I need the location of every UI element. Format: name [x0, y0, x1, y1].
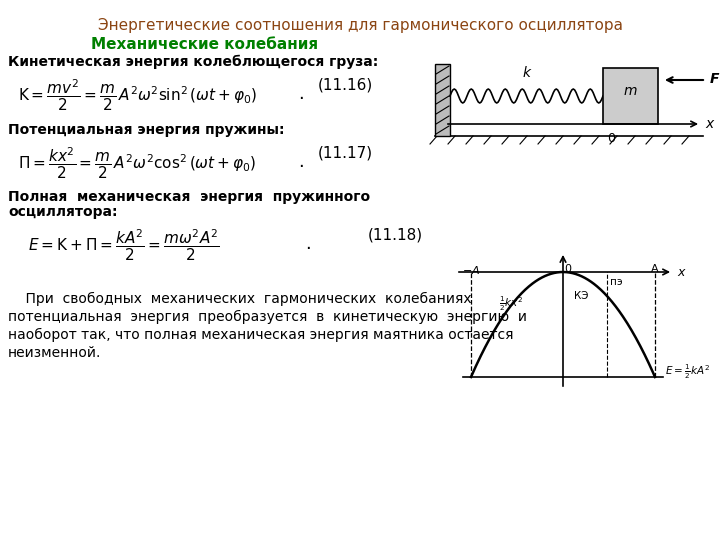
Bar [603, 68, 658, 124]
Text: F: F [710, 72, 719, 86]
Text: (11.17): (11.17) [318, 146, 373, 161]
Text: Потенциальная энергия пружины:: Потенциальная энергия пружины: [8, 123, 284, 137]
Text: пэ: пэ [610, 277, 622, 287]
Text: осциллятора:: осциллятора: [8, 205, 117, 219]
Text: .: . [298, 153, 304, 171]
Text: потенциальная  энергия  преобразуется  в  кинетическую  энергию  и: потенциальная энергия преобразуется в ки… [8, 310, 527, 324]
Text: $-A$: $-A$ [462, 264, 480, 276]
Text: .: . [305, 235, 311, 253]
Text: Кинетическая энергия колеблющегося груза:: Кинетическая энергия колеблющегося груза… [8, 55, 378, 69]
Text: $\frac{1}{2}kx^2$: $\frac{1}{2}kx^2$ [499, 295, 523, 313]
Text: Механические колебания: Механические колебания [91, 37, 318, 52]
Text: 0: 0 [564, 264, 572, 274]
Text: k: k [523, 66, 531, 80]
Text: .: . [298, 85, 304, 103]
Text: x: x [677, 266, 685, 279]
Text: $E = \mathrm{K} + \Pi = \dfrac{kA^2}{2} = \dfrac{m\omega^2 A^2}{2}$: $E = \mathrm{K} + \Pi = \dfrac{kA^2}{2} … [28, 228, 220, 264]
Text: (11.16): (11.16) [318, 78, 373, 93]
Text: При  свободных  механических  гармонических  колебаниях: При свободных механических гармонических… [8, 292, 472, 306]
Text: A: A [651, 264, 659, 274]
Text: наоборот так, что полная механическая энергия маятника остается: наоборот так, что полная механическая эн… [8, 328, 513, 342]
Text: Энергетические соотношения для гармонического осциллятора: Энергетические соотношения для гармониче… [97, 18, 623, 33]
Text: $\Pi = \dfrac{kx^2}{2} = \dfrac{m}{2}\,A^2\omega^2\cos^2(\omega t + \varphi_0)$: $\Pi = \dfrac{kx^2}{2} = \dfrac{m}{2}\,A… [18, 146, 256, 181]
Text: m: m [624, 84, 637, 98]
Text: $E=\frac{1}{2}kA^2$: $E=\frac{1}{2}kA^2$ [665, 363, 710, 381]
Text: 0: 0 [607, 132, 615, 145]
Text: $\mathrm{K} = \dfrac{mv^2}{2} = \dfrac{m}{2}\,A^2\omega^2\sin^2(\omega t + \varp: $\mathrm{K} = \dfrac{mv^2}{2} = \dfrac{m… [18, 78, 257, 113]
Text: x: x [705, 117, 714, 131]
Text: неизменной.: неизменной. [8, 346, 102, 360]
Bar [435, 64, 450, 136]
Text: КЭ: КЭ [574, 291, 588, 301]
Text: (11.18): (11.18) [368, 228, 423, 243]
Text: Полная  механическая  энергия  пружинного: Полная механическая энергия пружинного [8, 190, 370, 204]
